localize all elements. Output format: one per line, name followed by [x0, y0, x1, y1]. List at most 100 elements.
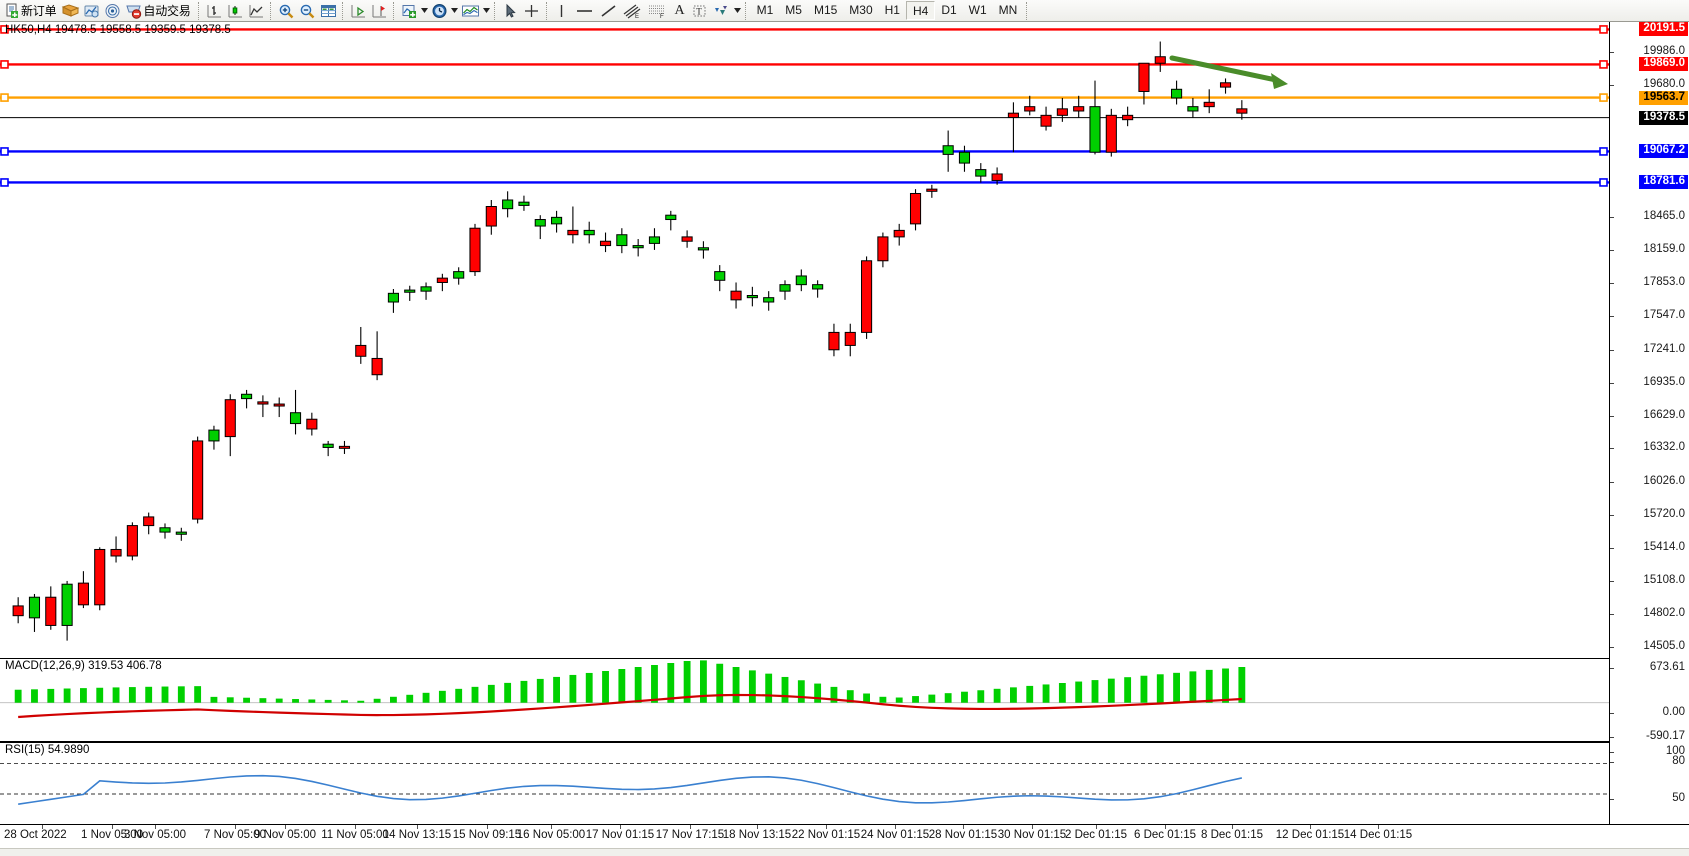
time-axis-label: 12 Dec 01:15 [1275, 829, 1345, 841]
text-button[interactable]: A [674, 2, 685, 18]
data-window-button[interactable] [318, 1, 339, 21]
price-scale-label: 19680.0 [1643, 77, 1685, 90]
signals-button[interactable] [102, 1, 123, 21]
equidistant-channel-button[interactable]: E [620, 1, 645, 21]
timeframe-group: M1 M5 M15 M30 H1 H4 D1 W1 MN [751, 1, 1024, 20]
shapes-dropdown-caret[interactable] [733, 2, 742, 20]
price-level-tag-last_price[interactable]: 19378.5 [1639, 110, 1688, 125]
price-level-tag-support[interactable]: 19067.2 [1639, 144, 1688, 159]
scale-tick [1610, 448, 1614, 450]
scale-tick [1610, 481, 1614, 483]
crosshair-button[interactable] [520, 1, 543, 21]
cursor-button[interactable] [500, 1, 520, 21]
price-scale-label: 15414.0 [1643, 540, 1685, 553]
trend-arrow-annotation[interactable] [1169, 55, 1288, 89]
toolbar-separator-2 [269, 1, 273, 20]
horizontal-line-button[interactable] [572, 1, 597, 21]
timeframe-mn[interactable]: MN [998, 3, 1018, 17]
timeframe-m1[interactable]: M1 [756, 3, 774, 17]
scale-tick [1610, 416, 1614, 418]
add-indicator-icon [402, 4, 416, 18]
candlestick-chart-button[interactable] [225, 1, 246, 21]
indicators-button[interactable] [81, 1, 102, 21]
chevron-down-icon [482, 8, 490, 13]
expert-advisors-button[interactable] [60, 1, 81, 21]
shapes-button[interactable] [710, 1, 733, 21]
indicators-dropdown-caret[interactable] [420, 2, 429, 20]
timeframe-d1[interactable]: D1 [941, 3, 957, 17]
scale-tick [1610, 382, 1614, 384]
text-label-button[interactable]: T [690, 1, 710, 21]
time-tick [757, 825, 758, 829]
time-axis-label: 1 Nov 05:00 [80, 829, 144, 841]
timeframe-h4[interactable]: H4 [905, 1, 936, 20]
auto-trading-icon [126, 5, 142, 19]
macd-pane[interactable]: MACD(12,26,9) 319.53 406.78 [0, 658, 1609, 742]
time-tick [155, 825, 156, 829]
scale-tick [1610, 737, 1614, 738]
template-icon [461, 5, 479, 16]
fibonacci-button[interactable]: F [645, 1, 670, 21]
scale-tick [1610, 51, 1614, 53]
time-axis-label: 8 Dec 01:15 [1200, 829, 1264, 841]
price-scale[interactable]: 20191.5 19986.0 19869.0 19680.0 19563.7 19378… [1609, 22, 1689, 848]
indicators-add-button[interactable] [399, 1, 420, 21]
price-level-tag-resistance[interactable]: 19869.0 [1639, 57, 1688, 72]
bar-chart-button[interactable] [204, 1, 225, 21]
new-order-button[interactable]: 新订单 [2, 1, 60, 21]
time-tick [1165, 825, 1166, 829]
vertical-line-button[interactable] [552, 1, 572, 21]
time-tick [620, 825, 621, 829]
timeframe-w1[interactable]: W1 [968, 3, 987, 17]
periods-dropdown-caret[interactable] [450, 2, 459, 20]
time-tick [826, 825, 827, 829]
timeframe-h1[interactable]: H1 [884, 3, 900, 17]
price-scale-label: 15108.0 [1643, 574, 1685, 587]
chart-body[interactable]: HK50,H4 19478.5 19558.5 19359.5 19378.5 … [0, 22, 1689, 848]
time-tick [42, 825, 43, 829]
time-tick [895, 825, 896, 829]
timeframe-m30[interactable]: M30 [849, 3, 873, 17]
vertical-line-icon [560, 4, 563, 17]
templates-button[interactable] [459, 1, 482, 21]
auto-trading-button[interactable]: 自动交易 [123, 1, 194, 21]
price-pane[interactable] [0, 22, 1609, 658]
trendline-button[interactable] [597, 1, 620, 21]
scale-tick [1610, 713, 1614, 714]
time-axis-label: 7 Nov 05:00 [203, 829, 267, 841]
time-axis-label: 16 Nov 05:00 [516, 829, 586, 841]
zoom-in-button[interactable] [276, 1, 297, 21]
time-axis-label: 18 Nov 13:15 [722, 829, 792, 841]
price-scale-label: 14505.0 [1643, 639, 1685, 652]
time-axis-label: 14 Nov 13:15 [382, 829, 452, 841]
scale-tick [1610, 84, 1614, 86]
auto-trading-label: 自动交易 [143, 4, 191, 18]
time-tick [690, 825, 691, 829]
macd-plot [0, 660, 1609, 719]
time-tick [1310, 825, 1311, 829]
periods-button[interactable] [429, 1, 450, 21]
templates-dropdown-caret[interactable] [482, 2, 491, 20]
time-axis[interactable]: 28 Oct 2022 1 Nov 05:00 3 Nov 05:00 7 Nov 0… [0, 824, 1689, 848]
time-tick [1032, 825, 1033, 829]
chart-shift-icon [372, 4, 386, 17]
zoom-out-button[interactable] [297, 1, 318, 21]
time-tick [1232, 825, 1233, 829]
chart-shift-button[interactable] [369, 1, 390, 21]
chart-panes[interactable]: HK50,H4 19478.5 19558.5 19359.5 19378.5 … [0, 22, 1609, 846]
price-level-tag-resistance[interactable]: 20191.5 [1639, 22, 1688, 37]
bar-chart-icon [207, 4, 221, 17]
scale-tick [1610, 752, 1614, 753]
price-level-tag-pivot[interactable]: 19563.7 [1639, 90, 1688, 105]
auto-scroll-button[interactable] [348, 1, 369, 21]
time-tick [487, 825, 488, 829]
price-level-tag-support[interactable]: 18781.6 [1639, 175, 1688, 190]
toolbar-separator-5 [493, 1, 497, 20]
line-chart-button[interactable] [246, 1, 267, 21]
scale-tick [1610, 216, 1614, 218]
main-toolbar: 新订单 [0, 0, 1689, 22]
timeframe-m5[interactable]: M5 [785, 3, 802, 17]
svg-text:T: T [696, 6, 702, 16]
rsi-scale-100: 100 [1665, 745, 1685, 757]
timeframe-m15[interactable]: M15 [813, 3, 838, 17]
